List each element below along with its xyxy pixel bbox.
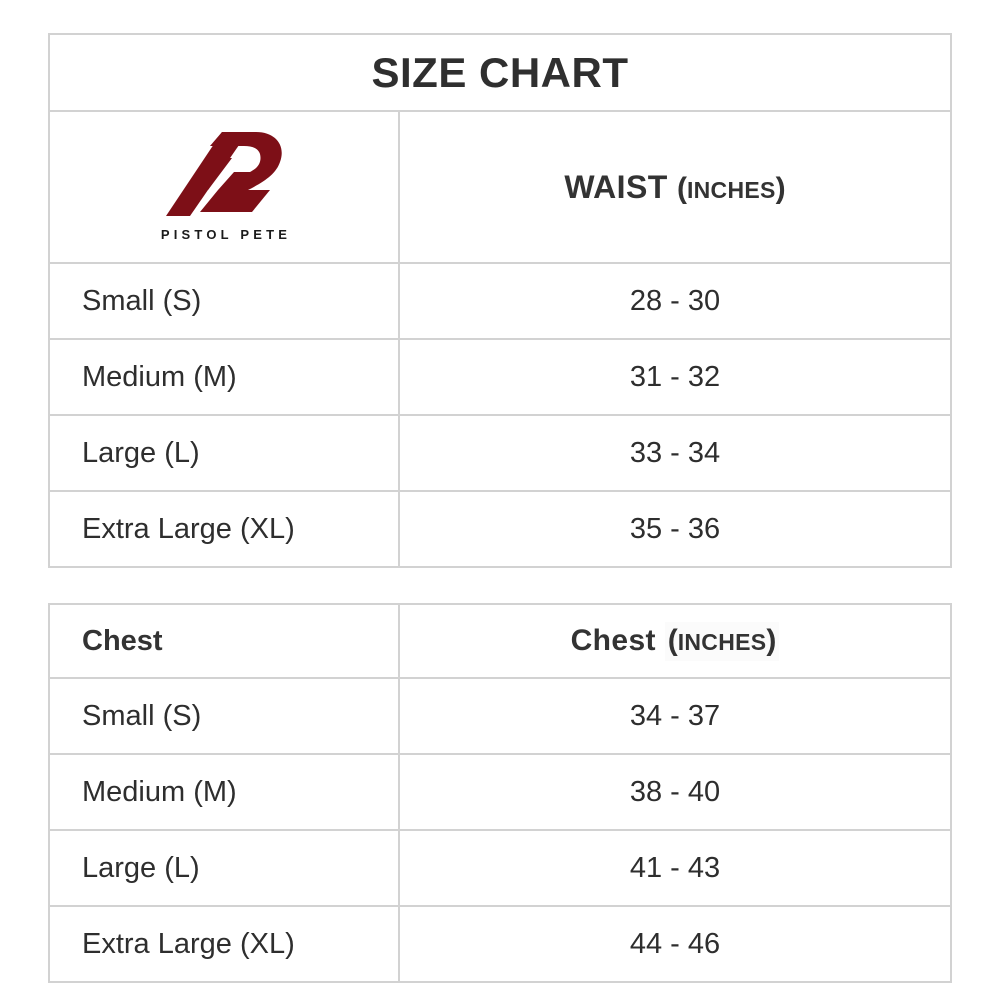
brand-wordmark: PISTOL PETE: [160, 227, 292, 242]
chest-size-value: 38 - 40: [398, 753, 952, 831]
chest-size-value: 44 - 46: [398, 905, 952, 983]
waist-size-value: 33 - 34: [398, 414, 952, 492]
page-title-cell: SIZE CHART: [48, 33, 952, 112]
chest-header-label: Chest: [48, 603, 400, 679]
waist-header-cell: WAIST (INCHES): [398, 110, 952, 264]
brand-logo: PISTOL PETE: [157, 128, 291, 246]
pistol-pete-p2-logo-icon: [166, 132, 282, 216]
table-row: Extra Large (XL) 35 - 36: [48, 490, 952, 568]
brand-logo-cell: PISTOL PETE: [48, 110, 400, 264]
chest-header-unit: INCHES: [677, 628, 767, 655]
chest-header-row: Chest Chest (INCHES): [48, 603, 952, 679]
waist-size-table: SIZE CHART: [48, 33, 952, 568]
title-row: SIZE CHART: [48, 33, 952, 112]
waist-header-unit: INCHES: [686, 176, 776, 203]
table-row: Large (L) 41 - 43: [48, 829, 952, 907]
waist-header-open-paren: (: [676, 171, 687, 205]
page-title: SIZE CHART: [371, 48, 629, 96]
waist-header-close-paren: ): [775, 171, 786, 205]
chest-size-label: Large (L): [48, 829, 400, 907]
chest-size-table: Chest Chest (INCHES) Small (S) 34 - 37 M…: [48, 603, 952, 983]
chest-header-close-paren: ): [766, 623, 777, 657]
table-row: Small (S) 28 - 30: [48, 262, 952, 340]
table-row: Medium (M) 38 - 40: [48, 753, 952, 831]
chest-header-open-paren: (: [667, 623, 678, 657]
chest-size-label: Medium (M): [48, 753, 400, 831]
waist-size-value: 28 - 30: [398, 262, 952, 340]
table-row: Medium (M) 31 - 32: [48, 338, 952, 416]
table-row: Small (S) 34 - 37: [48, 677, 952, 755]
chest-header-unit-group: (INCHES): [664, 621, 780, 661]
waist-size-label: Large (L): [48, 414, 400, 492]
waist-size-label: Extra Large (XL): [48, 490, 400, 568]
chest-size-value: 34 - 37: [398, 677, 952, 755]
table-row: Extra Large (XL) 44 - 46: [48, 905, 952, 983]
waist-size-value: 35 - 36: [398, 490, 952, 568]
waist-size-label: Small (S): [48, 262, 400, 340]
chest-size-value: 41 - 43: [398, 829, 952, 907]
waist-size-label: Medium (M): [48, 338, 400, 416]
chest-size-label: Small (S): [48, 677, 400, 755]
chest-header-cell: Chest (INCHES): [398, 603, 952, 679]
table-row: Large (L) 33 - 34: [48, 414, 952, 492]
size-chart-container: SIZE CHART: [48, 33, 952, 983]
chest-header-main: Chest: [570, 623, 656, 657]
table-spacer: [48, 568, 950, 603]
waist-header-main: WAIST: [564, 168, 668, 205]
waist-header-row: PISTOL PETE WAIST (INCHES): [48, 110, 952, 264]
chest-size-label: Extra Large (XL): [48, 905, 400, 983]
waist-size-value: 31 - 32: [398, 338, 952, 416]
